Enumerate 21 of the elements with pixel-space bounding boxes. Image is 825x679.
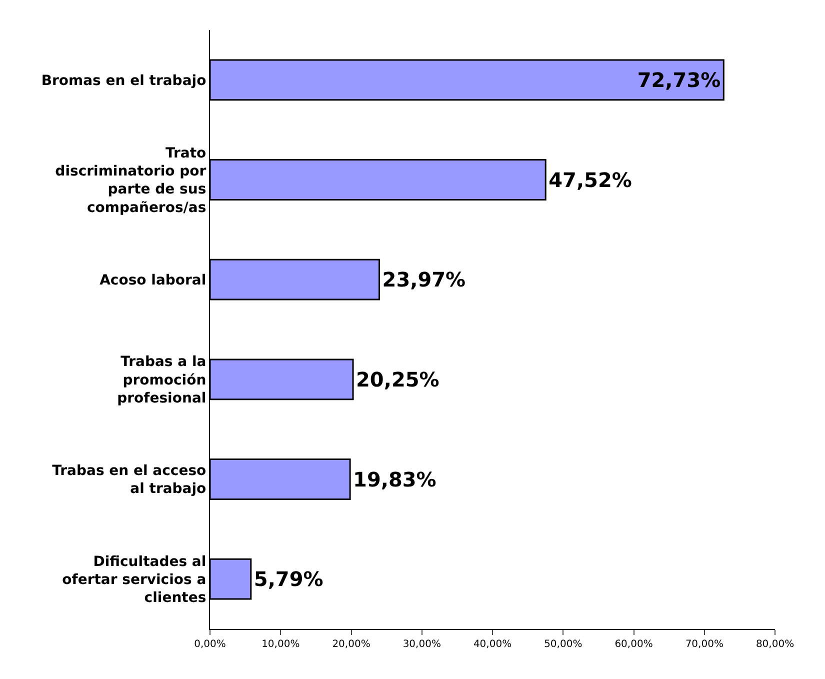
data-label: 23,97% <box>382 268 466 292</box>
data-label: 20,25% <box>356 367 440 392</box>
y-tick-label: Trabas a la promoción profesional <box>117 354 206 407</box>
y-tick-label: Bromas en el trabajo <box>41 72 207 89</box>
x-tick-label: 0,00% <box>194 639 226 650</box>
x-tick-label: 40,00% <box>473 639 512 650</box>
y-tick-label: Dificultades al ofertar servicios a clientes <box>62 554 206 606</box>
x-tick-label: 20,00% <box>332 639 370 650</box>
data-label: 72,73% <box>637 68 721 92</box>
y-tick-label: Trabas en el acceso al trabajo <box>52 463 207 498</box>
x-tick-label: 60,00% <box>614 639 653 650</box>
data-label: 19,83% <box>353 467 436 492</box>
y-tick-label: Trato discriminatorio por parte de sus compañeros/as <box>55 145 207 216</box>
x-tick-label: 10,00% <box>262 639 300 650</box>
x-tick-label: 80,00% <box>756 639 794 650</box>
y-tick-label: Acoso laboral <box>100 272 206 288</box>
data-label: 47,52% <box>548 168 632 192</box>
x-tick-label: 30,00% <box>402 639 441 650</box>
x-tick-label: 50,00% <box>544 639 582 650</box>
data-label: 5,79% <box>254 567 324 592</box>
x-tick-label: 70,00% <box>685 639 724 650</box>
